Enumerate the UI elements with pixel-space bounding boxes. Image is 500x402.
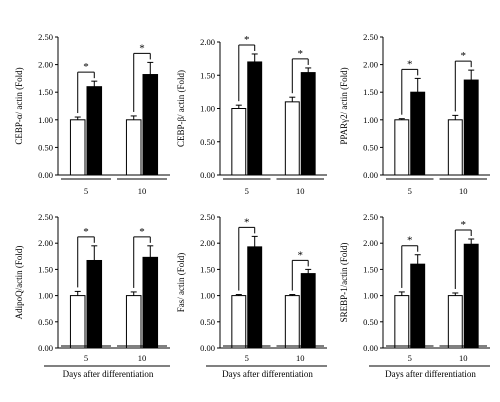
bar: [247, 246, 263, 349]
panel-4: 0.00 0.50 1.00 1.50 2.00 2.50 AdipoQ/actin (Fo…: [14, 212, 170, 379]
significance-marker: *: [139, 42, 145, 54]
x-tick-label: 10: [296, 186, 305, 196]
y-tick-label: 2.00: [38, 60, 53, 70]
bar: [463, 243, 479, 349]
bar: [69, 295, 86, 349]
y-axis-label: CEBP-β/ actin (Fold): [176, 70, 186, 147]
bar: [125, 119, 142, 176]
bar: [284, 101, 300, 176]
bar: [142, 256, 159, 349]
x-tick-label: 5: [245, 186, 249, 196]
x-tick-label: 10: [459, 353, 468, 363]
panel-2: 0.00 0.50 1.00 1.50 2.00 CEBP-β/ actin (Fold)…: [176, 34, 327, 196]
y-tick-label: 1.00: [38, 115, 53, 125]
y-tick-label: 2.00: [363, 238, 378, 248]
y-tick-label: 2.00: [200, 37, 215, 47]
panel-6: 0.00 0.50 1.00 1.50 2.00 2.50 SREBP-1/actin (F…: [339, 212, 490, 379]
y-tick-label: 1.00: [363, 115, 378, 125]
x-tick-label: 5: [408, 353, 412, 363]
bar: [447, 295, 463, 349]
bar: [394, 295, 410, 349]
bar: [463, 79, 479, 176]
y-tick-label: 2.50: [200, 212, 215, 222]
x-tick-label: 10: [459, 186, 468, 196]
y-tick-label: 0.00: [200, 343, 215, 353]
y-tick-label: 1.50: [38, 264, 53, 274]
significance-marker: *: [298, 48, 304, 60]
x-axis-label: Days after differentiation: [385, 369, 476, 379]
x-axis-label: Days after differentiation: [222, 369, 313, 379]
y-tick-label: 2.50: [38, 32, 53, 42]
y-tick-label: 1.00: [200, 104, 215, 114]
y-axis-label: Fas/ actin (Fold): [176, 253, 186, 313]
bar: [86, 259, 103, 349]
y-tick-label: 2.00: [200, 238, 215, 248]
significance-marker: *: [407, 58, 413, 70]
panel-3: 0.00 0.50 1.00 1.50 2.00 2.50 PPARγ2/ actin (F…: [339, 32, 490, 196]
y-tick-label: 0.50: [38, 142, 53, 152]
y-tick-label: 1.50: [363, 87, 378, 97]
significance-marker: *: [83, 61, 89, 73]
x-tick-label: 5: [84, 353, 88, 363]
y-tick-label: 1.00: [38, 291, 53, 301]
panel-1: 0.00 0.50 1.00 1.50 2.00 2.50 CEBP-α/ actin (F…: [14, 32, 170, 196]
significance-marker: *: [298, 249, 304, 261]
significance-marker: *: [244, 216, 250, 228]
y-tick-label: 1.00: [200, 291, 215, 301]
x-tick-label: 10: [138, 186, 147, 196]
y-tick-label: 1.50: [200, 264, 215, 274]
y-tick-label: 2.00: [38, 238, 53, 248]
x-tick-label: 10: [296, 353, 305, 363]
bar: [284, 295, 300, 349]
y-axis-label: PPARγ2/ actin (Fold): [339, 67, 349, 144]
bar: [125, 295, 142, 349]
x-axis-label: Days after differentiation: [63, 369, 154, 379]
y-tick-label: 1.50: [200, 70, 215, 80]
y-axis-label: CEBP-α/ actin (Fold): [14, 67, 24, 144]
significance-marker: *: [407, 235, 413, 247]
y-tick-label: 1.00: [363, 291, 378, 301]
y-tick-label: 0.50: [200, 137, 215, 147]
x-tick-label: 10: [138, 353, 147, 363]
y-tick-label: 0.00: [363, 170, 378, 180]
y-tick-label: 0.50: [38, 317, 53, 327]
bar: [69, 119, 86, 176]
significance-marker: *: [139, 226, 145, 238]
y-tick-label: 0.50: [363, 317, 378, 327]
bar: [247, 61, 263, 176]
bar: [394, 119, 410, 176]
x-tick-label: 5: [408, 186, 412, 196]
y-tick-label: 0.00: [363, 343, 378, 353]
significance-marker: *: [461, 50, 467, 62]
x-tick-label: 5: [245, 353, 249, 363]
y-tick-label: 0.50: [363, 142, 378, 152]
y-tick-label: 2.50: [38, 212, 53, 222]
y-axis-label: SREBP-1/actin (Fold): [339, 243, 349, 323]
y-axis-label: AdipoQ/actin (Fold): [14, 246, 24, 320]
bar: [231, 295, 247, 349]
bar: [410, 263, 426, 349]
bar: [300, 273, 316, 349]
y-tick-label: 0.00: [38, 170, 53, 180]
y-tick-label: 1.50: [38, 87, 53, 97]
bar: [231, 108, 247, 176]
x-tick-label: 5: [84, 186, 88, 196]
y-tick-label: 0.50: [200, 317, 215, 327]
significance-marker: *: [244, 34, 250, 46]
significance-marker: *: [461, 219, 467, 231]
bar: [86, 86, 103, 176]
y-tick-label: 0.00: [200, 170, 215, 180]
y-tick-label: 2.50: [363, 212, 378, 222]
y-tick-label: 2.50: [363, 32, 378, 42]
bar: [447, 119, 463, 176]
bar: [142, 74, 159, 176]
panel-5: 0.00 0.50 1.00 1.50 2.00 2.50 Fas/ actin (Fold…: [176, 212, 327, 379]
significance-marker: *: [83, 226, 89, 238]
y-tick-label: 1.50: [363, 264, 378, 274]
y-tick-label: 0.00: [38, 343, 53, 353]
bar: [410, 91, 426, 176]
y-tick-label: 2.00: [363, 60, 378, 70]
bar: [300, 72, 316, 176]
